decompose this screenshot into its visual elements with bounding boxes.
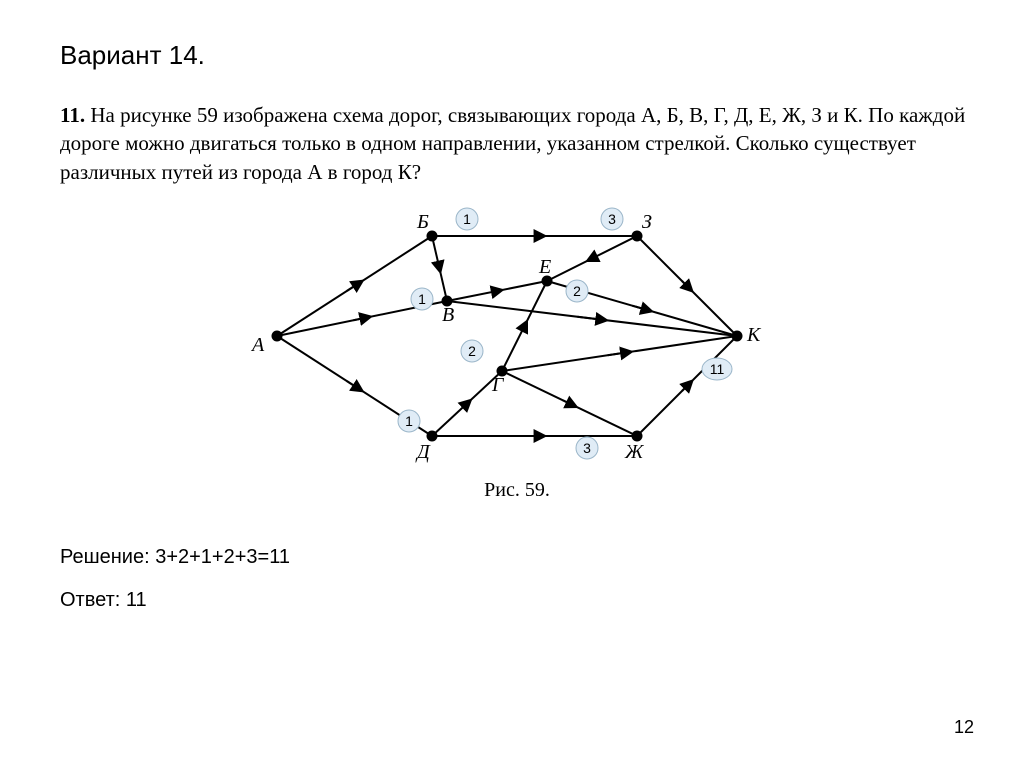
arrow-V-K bbox=[578, 317, 607, 321]
arrow-A-V bbox=[354, 317, 371, 321]
arrow-A-B bbox=[347, 281, 363, 291]
road-graph: АБВГДЕЗЖК 132121113 Рис. 59. bbox=[207, 186, 827, 506]
node-label-Z: З bbox=[642, 211, 652, 233]
node-J bbox=[632, 431, 643, 442]
count-bubble-text-3: 1 bbox=[418, 291, 426, 307]
count-bubble-text-4: 2 bbox=[468, 343, 476, 359]
arrow-G-E bbox=[522, 322, 527, 331]
count-bubble-text-7: 3 bbox=[583, 440, 591, 456]
count-bubble-text-5: 11 bbox=[710, 361, 725, 377]
variant-title: Вариант 14. bbox=[60, 40, 974, 71]
solution-text: Решение: 3+2+1+2+3=11 bbox=[60, 546, 974, 569]
node-label-D: Д bbox=[415, 441, 431, 463]
node-label-G: Г bbox=[491, 374, 505, 396]
node-A bbox=[272, 331, 283, 342]
arrow-D-G bbox=[464, 400, 471, 407]
node-Z bbox=[632, 231, 643, 242]
node-label-E: Е bbox=[538, 256, 551, 278]
arrow-J-K bbox=[682, 381, 692, 391]
problem-number: 11. bbox=[60, 103, 85, 127]
arrow-B-V bbox=[439, 265, 441, 272]
node-label-V: В bbox=[442, 304, 454, 326]
node-label-K: К bbox=[746, 324, 762, 346]
count-bubble-text-1: 3 bbox=[608, 211, 616, 227]
arrow-Z-E bbox=[588, 256, 597, 261]
page-number: 12 bbox=[954, 717, 974, 738]
node-label-B: Б bbox=[416, 211, 429, 233]
node-D bbox=[427, 431, 438, 442]
arrow-G-J bbox=[563, 400, 577, 407]
arrow-V-E bbox=[492, 290, 502, 292]
arrow-E-K bbox=[633, 306, 652, 312]
count-bubble-text-0: 1 bbox=[463, 211, 471, 227]
arrow-A-D bbox=[347, 381, 363, 391]
node-label-A: А bbox=[250, 334, 265, 356]
answer-text: Ответ: 11 bbox=[60, 589, 974, 612]
count-bubble-text-6: 1 bbox=[405, 413, 413, 429]
problem-body: На рисунке 59 изображена схема дорог, св… bbox=[60, 103, 965, 184]
count-bubble-text-2: 2 bbox=[573, 283, 581, 299]
node-K bbox=[732, 331, 743, 342]
page: Вариант 14. 11. На рисунке 59 изображена… bbox=[0, 0, 1024, 768]
diagram-container: АБВГДЕЗЖК 132121113 Рис. 59. bbox=[60, 186, 974, 506]
node-label-J: Ж bbox=[624, 441, 645, 463]
problem-text: 11. На рисунке 59 изображена схема дорог… bbox=[60, 101, 974, 186]
arrow-G-K bbox=[608, 352, 632, 356]
arrow-Z-K bbox=[682, 281, 692, 291]
figure-caption: Рис. 59. bbox=[484, 479, 550, 501]
